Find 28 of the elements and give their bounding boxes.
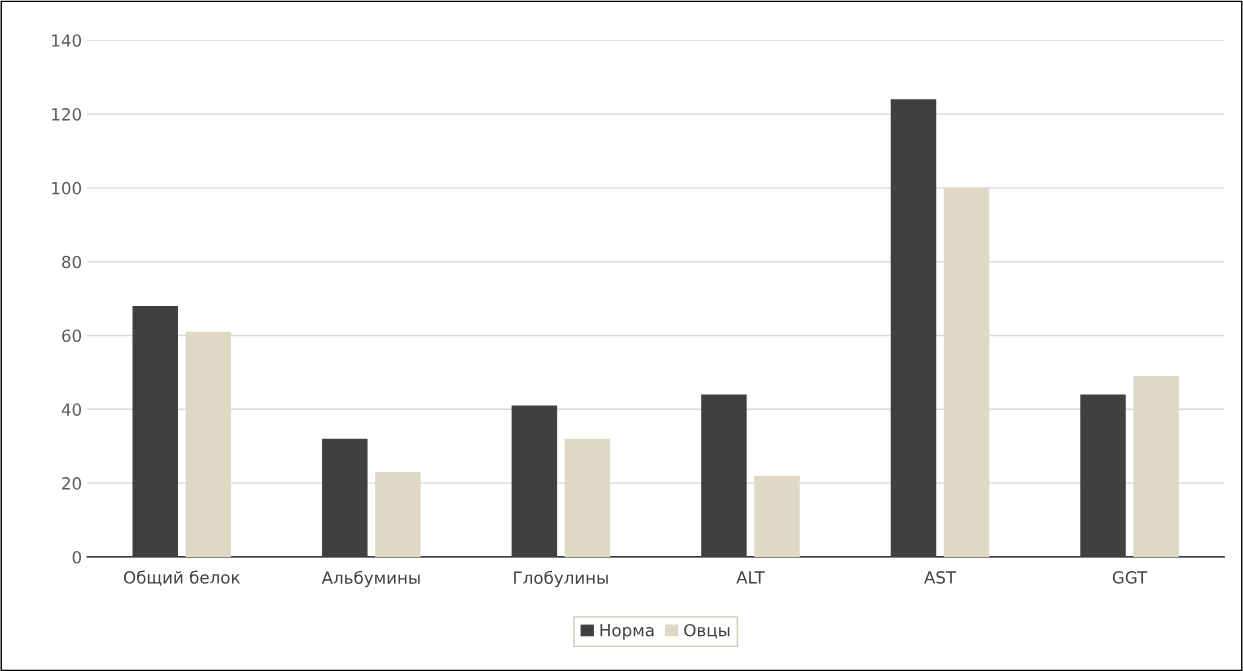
bar	[1133, 376, 1179, 557]
x-tick-label: GGT	[1112, 571, 1148, 584]
x-tick-label: ALT	[736, 571, 765, 584]
x-tick-label: AST	[924, 571, 957, 584]
bar	[890, 99, 937, 557]
x-tick-label: Альбумины	[321, 570, 420, 588]
y-tick-label: 120	[52, 108, 82, 121]
bar	[564, 438, 611, 557]
bar	[701, 394, 747, 557]
bar	[322, 438, 368, 557]
y-tick-label: 40	[61, 403, 82, 416]
bar	[511, 405, 558, 557]
x-tick-label: Общий белок	[123, 570, 240, 586]
y-tick-label: 140	[52, 34, 82, 47]
bar	[1080, 394, 1126, 557]
bar	[943, 187, 990, 557]
bar	[185, 331, 232, 557]
x-tick-label: Глобулины	[514, 570, 608, 588]
bar	[754, 475, 800, 557]
legend-label: Овцы	[684, 623, 730, 639]
y-tick-label: 60	[62, 329, 82, 343]
bar	[132, 305, 178, 557]
legend-label: Норма	[600, 624, 654, 640]
y-tick-label: 100	[52, 181, 82, 195]
y-tick-label: 20	[62, 477, 82, 490]
y-tick-label: 80	[62, 255, 82, 269]
bar	[375, 472, 421, 557]
y-tick-label: 0	[72, 550, 82, 564]
